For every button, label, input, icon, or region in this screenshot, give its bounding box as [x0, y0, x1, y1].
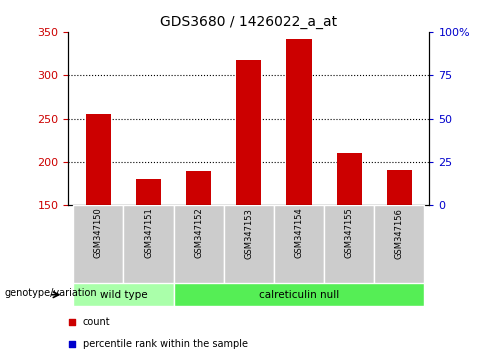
- Bar: [337, 153, 362, 205]
- Text: GSM347156: GSM347156: [395, 208, 404, 258]
- Text: genotype/variation: genotype/variation: [5, 288, 98, 298]
- Text: GSM347150: GSM347150: [94, 208, 103, 258]
- Text: GSM347151: GSM347151: [144, 208, 153, 258]
- Bar: [324, 205, 374, 283]
- Text: calreticulin null: calreticulin null: [259, 290, 339, 300]
- Bar: [73, 205, 123, 283]
- Bar: [174, 205, 224, 283]
- Bar: [136, 179, 161, 205]
- Text: GSM347155: GSM347155: [345, 208, 354, 258]
- Point: [68, 319, 76, 325]
- Point: [68, 341, 76, 347]
- Bar: [86, 114, 111, 205]
- Bar: [374, 205, 425, 283]
- Bar: [236, 59, 262, 205]
- Text: GSM347154: GSM347154: [295, 208, 304, 258]
- Title: GDS3680 / 1426022_a_at: GDS3680 / 1426022_a_at: [161, 16, 337, 29]
- Text: percentile rank within the sample: percentile rank within the sample: [83, 339, 248, 349]
- Text: GSM347153: GSM347153: [244, 208, 253, 258]
- Bar: [274, 205, 324, 283]
- Bar: [286, 39, 311, 205]
- Text: wild type: wild type: [100, 290, 147, 300]
- Bar: [174, 283, 425, 306]
- Text: GSM347152: GSM347152: [194, 208, 203, 258]
- Bar: [387, 170, 412, 205]
- Bar: [224, 205, 274, 283]
- Bar: [186, 171, 211, 205]
- Bar: [123, 205, 174, 283]
- Bar: [73, 283, 174, 306]
- Text: count: count: [83, 317, 110, 327]
